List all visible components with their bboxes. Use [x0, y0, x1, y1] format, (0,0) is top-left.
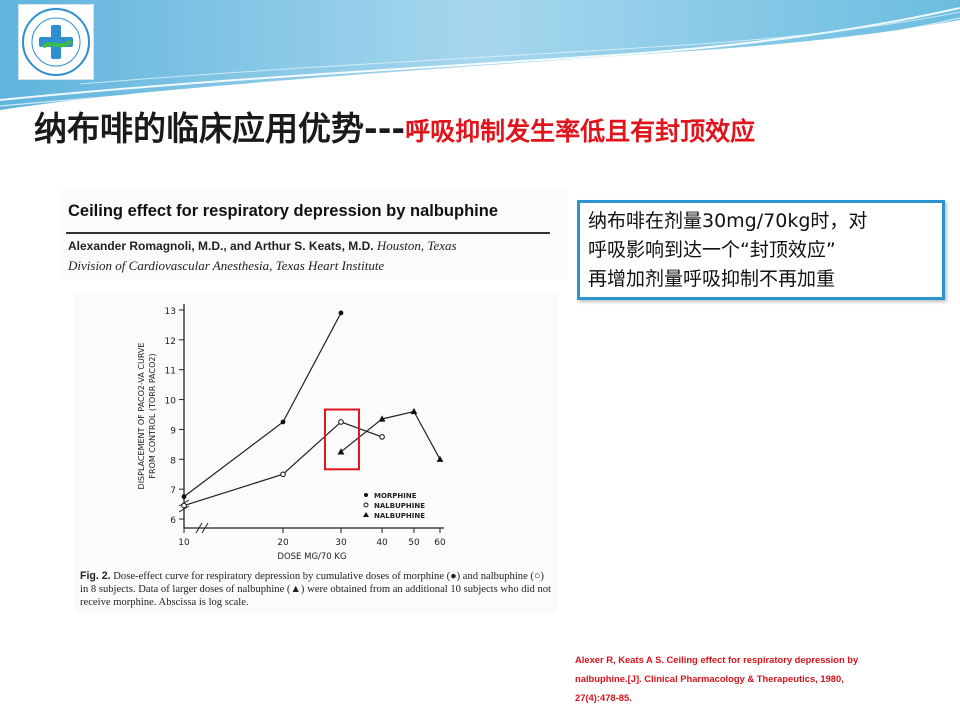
morphine-point: [338, 310, 344, 316]
citation-line-2: nalbuphine.[J]. Clinical Pharmacology & …: [575, 673, 844, 684]
y-tick-label: 9: [170, 426, 176, 436]
slide-title-main: 纳布啡的临床应用优势---: [34, 109, 406, 148]
figure-caption: Fig. 2. Dose-effect curve for respirator…: [80, 570, 554, 609]
morphine-point: [181, 494, 187, 500]
y-tick-label: 10: [165, 397, 177, 407]
x-tick-label: 50: [408, 538, 420, 548]
callout-line-2: 呼吸影响到达一个“封顶效应”: [588, 239, 836, 261]
nalbuphine-triangle-point: [436, 455, 444, 462]
y-axis-label-line-1: DISPLACEMENT OF PACO2-VA CURVE: [137, 343, 146, 490]
nalbuphine-open-point: [379, 434, 385, 440]
legend-marker-nalbuphine-open: [363, 502, 369, 508]
x-tick-label: 30: [335, 538, 347, 548]
legend-marker-morphine: [364, 493, 368, 497]
y-tick-label: 8: [170, 456, 176, 466]
y-tick-label: 13: [165, 307, 176, 317]
nalbuphine-open-point: [338, 419, 344, 425]
paper-header-excerpt: Ceiling effect for respiratory depressio…: [60, 188, 568, 280]
morphine-point: [280, 419, 286, 425]
legend-marker-nalbuphine-triangle: [363, 512, 369, 517]
slide-title: 纳布啡的临床应用优势---呼吸抑制发生率低且有封顶效应: [34, 104, 934, 154]
citation-reference: Alexer R, Keats A S. Ceiling effect for …: [575, 650, 935, 707]
figure-excerpt: 6 7 8 9 10 11 12 13 10 20 30 40 50 60 DOSE MG/70 KG DIS…: [74, 294, 558, 614]
nalbuphine-triangle-point: [337, 448, 345, 455]
nalbuphine-triangle-point: [410, 407, 418, 415]
x-axis-label: DOSE MG/70 KG: [277, 552, 346, 562]
series-line-2: [340, 410, 441, 460]
nalbuphine-open-point: [280, 471, 286, 478]
paper-affiliation: Division of Cardiovascular Anesthesia, T…: [68, 258, 385, 273]
x-tick-label: 20: [277, 538, 289, 548]
paper-title: Ceiling effect for respiratory depressio…: [68, 202, 498, 220]
legend-label: NALBUPHINE: [374, 502, 425, 510]
y-tick-label: 12: [165, 337, 176, 347]
x-tick-label: 10: [178, 538, 190, 548]
y-tick-label: 11: [165, 367, 176, 377]
series-line-1: [183, 421, 383, 507]
paper-authors-block: Alexander Romagnoli, M.D., and Arthur S.…: [68, 236, 568, 275]
x-tick-label: 60: [434, 538, 446, 548]
callout-box: 纳布啡在剂量30mg/70kg时，对 呼吸影响到达一个“封顶效应” 再增加剂量呼…: [577, 200, 945, 300]
legend-label: NALBUPHINE: [374, 512, 425, 520]
dose-effect-chart: 6 7 8 9 10 11 12 13 10 20 30 40 50 60 DOSE MG/70 KG DIS…: [137, 304, 446, 562]
callout-line-3: 再增加剂量呼吸抑制不再加重: [588, 268, 836, 290]
figure-caption-label: Fig. 2.: [80, 570, 111, 582]
x-axis-break: [195, 522, 209, 534]
y-tick-label: 6: [170, 516, 176, 526]
x-tick-label: 40: [376, 538, 388, 548]
nalbuphine-triangle-point: [378, 415, 386, 422]
y-tick-label: 7: [170, 486, 176, 496]
figure-caption-text: Dose-effect curve for respiratory depres…: [80, 571, 552, 608]
paper-location: Houston, Texas: [376, 238, 457, 253]
callout-line-1: 纳布啡在剂量30mg/70kg时，对: [588, 210, 868, 232]
citation-line-3: 27(4):478-85.: [575, 692, 632, 703]
paper-divider: [66, 232, 550, 234]
y-axis-label-line-2: FROM CONTROL (TORR PACO2): [148, 353, 157, 478]
slide-title-sub: 呼吸抑制发生率低且有封顶效应: [405, 117, 756, 146]
paper-authors: Alexander Romagnoli, M.D., and Arthur S.…: [68, 239, 374, 253]
legend-label: MORPHINE: [374, 492, 417, 500]
header-wave-background: [0, 0, 960, 110]
series-line-0: [183, 312, 342, 498]
hospital-logo: [18, 4, 94, 80]
citation-line-1: Alexer R, Keats A S. Ceiling effect for …: [575, 654, 859, 665]
nalbuphine-open-point: [181, 502, 187, 509]
ceiling-highlight-box: [323, 408, 360, 471]
